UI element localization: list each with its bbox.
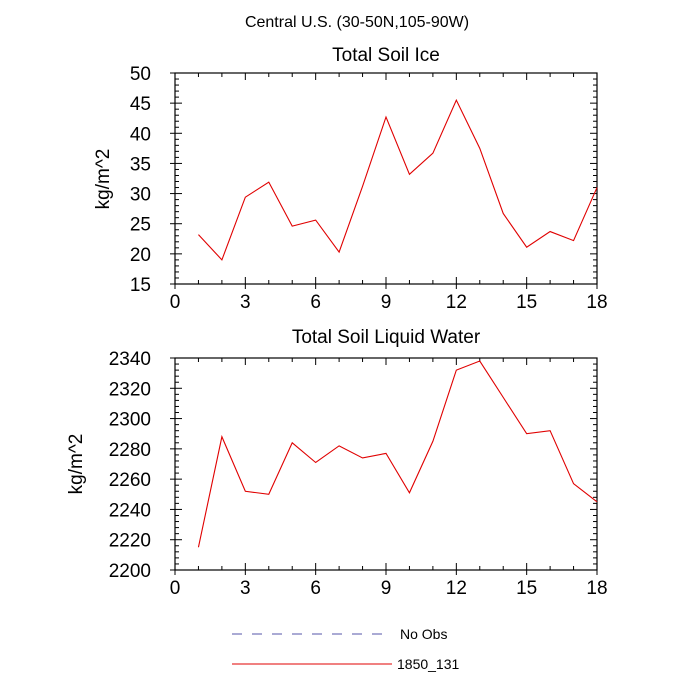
- series-line-1850-131: [197, 360, 598, 548]
- y-tick-label: 2260: [109, 470, 151, 491]
- x-tick-label: 9: [381, 578, 392, 599]
- y-tick-label: 20: [130, 245, 151, 266]
- x-tick-label: 15: [516, 578, 537, 599]
- x-tick-label: 3: [240, 292, 251, 313]
- x-tick-label: 9: [381, 292, 392, 313]
- series-group-soil-ice: [198, 98, 598, 261]
- y-tick-label: 2240: [109, 500, 151, 521]
- x-tick-label: 18: [586, 578, 607, 599]
- x-tick-label: 0: [170, 578, 181, 599]
- y-axis-label-soil-ice: kg/m^2: [93, 149, 114, 210]
- plot-frame-soil-liquid-water: [174, 357, 598, 571]
- tick-group-soil-liquid-water: 0 3 6 9 12 15 18 2200 2220 2240 2260 2280 2300 2320 23…: [109, 349, 608, 599]
- tick-group-soil-ice: 0 3 6 9 12 15 18 15 20 25 30 35 40 45 50: [130, 64, 608, 313]
- y-tick-label: 2300: [109, 410, 151, 431]
- y-tick-label: 45: [130, 94, 151, 115]
- series-group-soil-liquid-water: [197, 360, 598, 548]
- panel-title-soil-ice: Total Soil Ice: [332, 45, 440, 66]
- figure-title: Central U.S. (30-50N,105-90W): [245, 14, 469, 31]
- y-tick-label: 50: [130, 64, 151, 85]
- x-tick-label: 18: [586, 292, 607, 313]
- panel-total-soil-liquid-water: Total Soil Liquid Water kg/m^2 0 3 6 9 12 15 1…: [66, 327, 608, 599]
- x-tick-label: 12: [446, 292, 467, 313]
- x-tick-label: 3: [240, 578, 251, 599]
- y-axis-label-soil-liquid-water: kg/m^2: [66, 434, 87, 495]
- x-tick-label: 15: [516, 292, 537, 313]
- x-tick-label: 0: [170, 292, 181, 313]
- y-tick-label: 35: [130, 154, 151, 175]
- legend-label-no-obs: No Obs: [400, 626, 447, 642]
- y-tick-label: 2280: [109, 440, 151, 461]
- legend-label-1850-131: 1850_131: [397, 656, 460, 672]
- x-tick-label: 12: [446, 578, 467, 599]
- y-tick-label: 2320: [109, 379, 151, 400]
- y-tick-label: 30: [130, 185, 151, 206]
- series-line-1850-131: [198, 98, 598, 261]
- y-tick-label: 25: [130, 215, 151, 236]
- panel-title-soil-liquid-water: Total Soil Liquid Water: [292, 327, 481, 348]
- y-tick-label: 2200: [109, 561, 151, 582]
- legend: No Obs 1850_131: [232, 626, 460, 672]
- y-tick-label: 40: [130, 124, 151, 145]
- y-tick-label: 15: [130, 275, 151, 296]
- y-tick-label: 2220: [109, 531, 151, 552]
- y-tick-label: 2340: [109, 349, 151, 370]
- x-tick-label: 6: [310, 292, 321, 313]
- plot-frame-soil-ice: [174, 72, 598, 285]
- x-tick-label: 6: [310, 578, 321, 599]
- panel-total-soil-ice: Total Soil Ice kg/m^2 0 3 6 9 12 15 18 15 20 25 30…: [93, 45, 608, 313]
